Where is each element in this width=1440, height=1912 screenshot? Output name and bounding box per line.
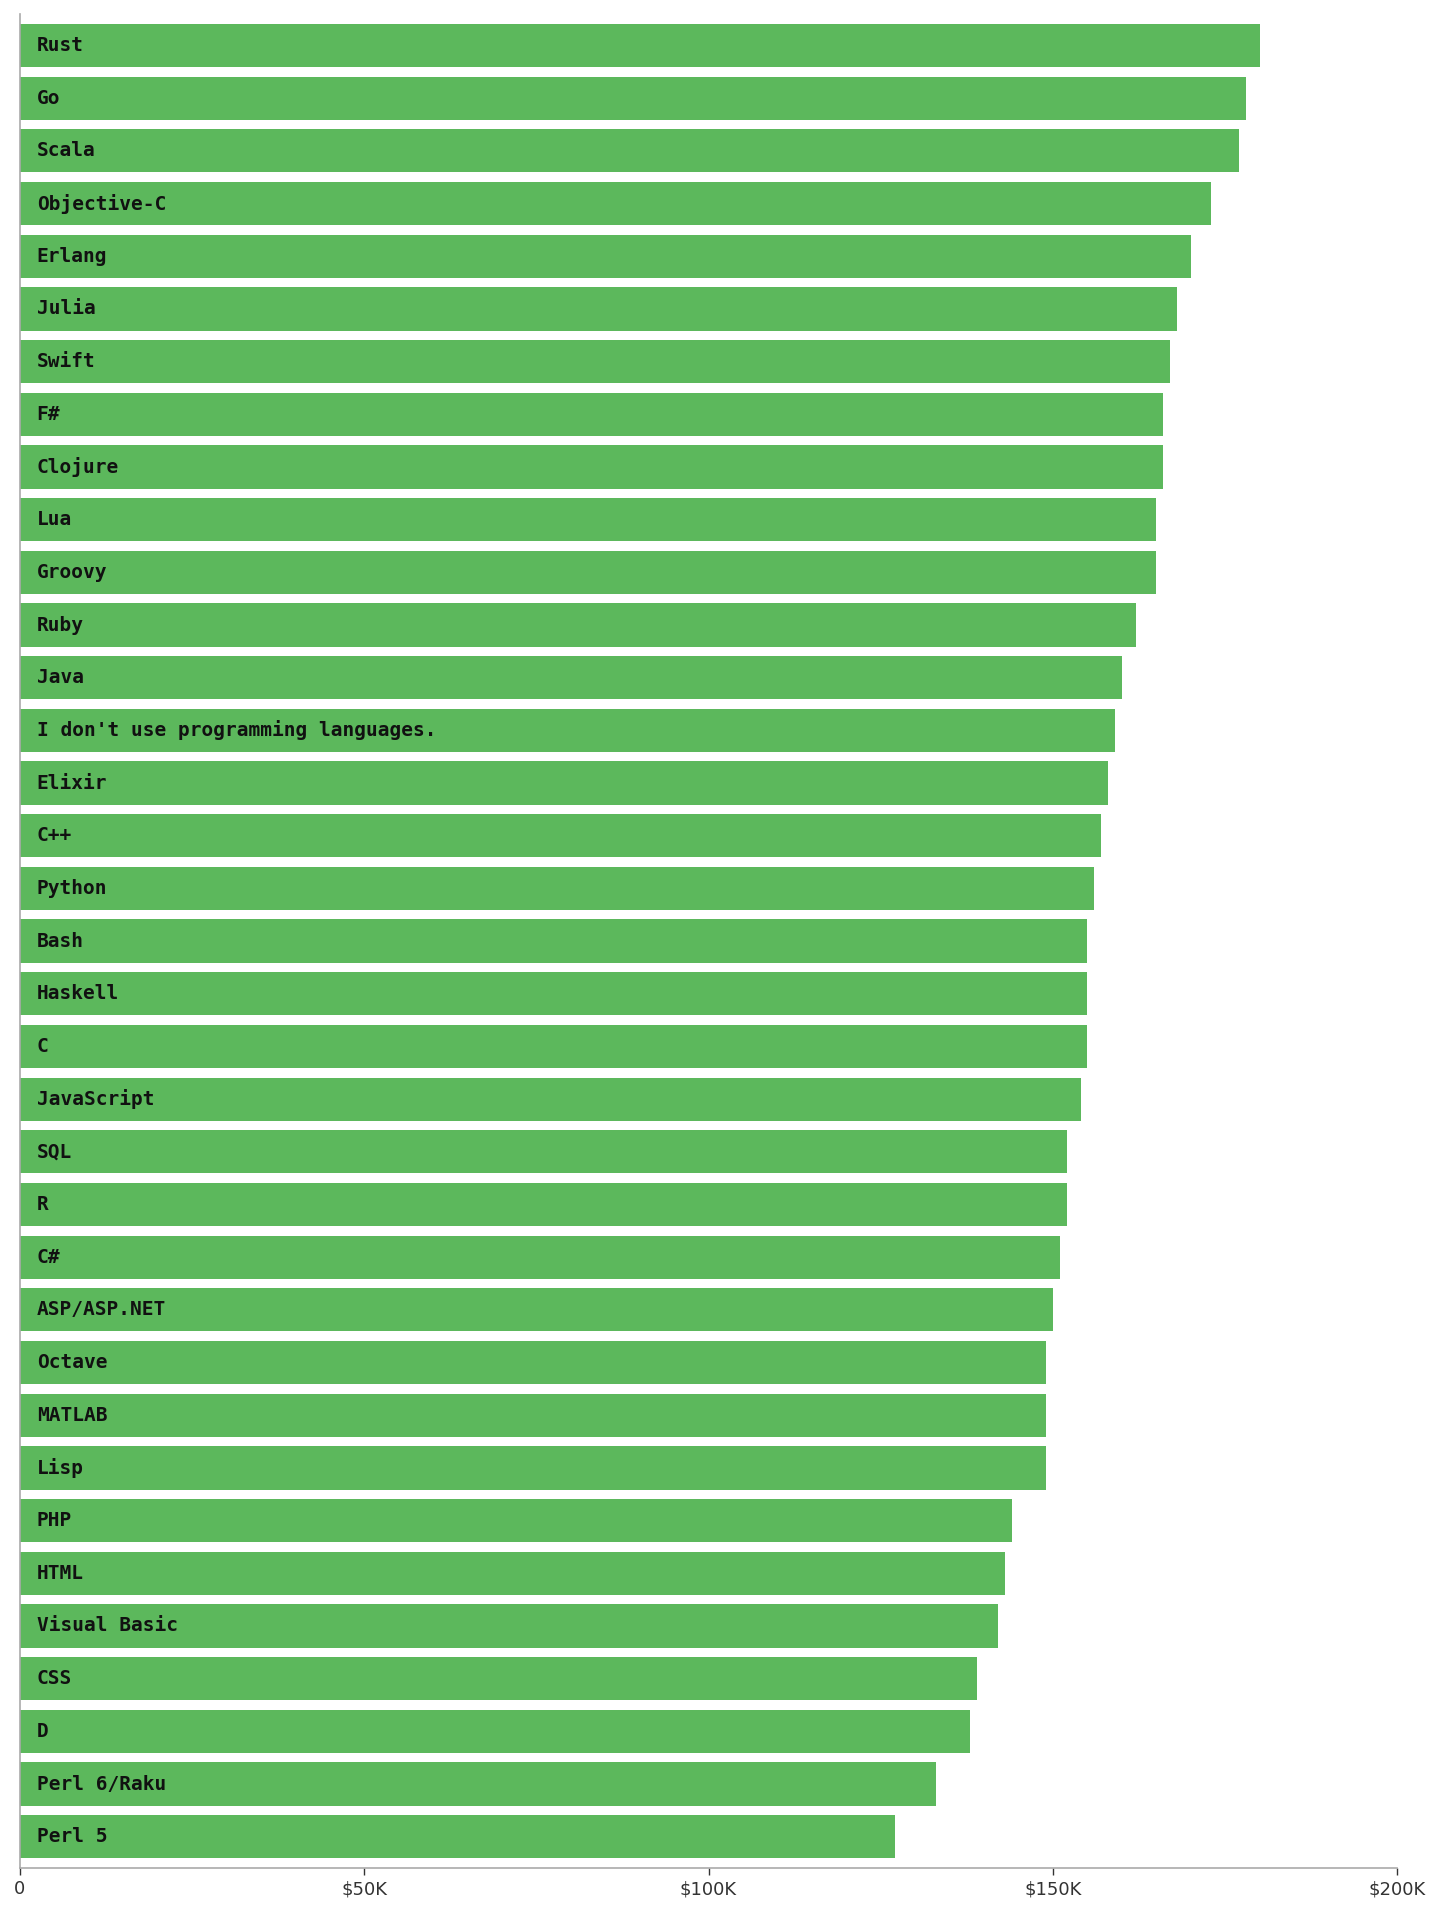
Bar: [20, 392, 1164, 436]
Bar: [20, 287, 1176, 331]
Text: JavaScript: JavaScript: [37, 1090, 154, 1109]
Bar: [20, 1763, 936, 1805]
Bar: [20, 1604, 998, 1648]
Text: C++: C++: [37, 826, 72, 845]
Bar: [20, 1289, 1053, 1331]
Bar: [20, 1025, 1087, 1069]
Bar: [20, 130, 1238, 172]
Bar: [20, 815, 1102, 857]
Text: Lua: Lua: [37, 511, 72, 530]
Bar: [20, 1394, 1045, 1436]
Bar: [20, 1814, 894, 1858]
Text: I don't use programming languages.: I don't use programming languages.: [37, 721, 436, 740]
Text: F#: F#: [37, 405, 60, 424]
Bar: [20, 1078, 1080, 1120]
Bar: [20, 1709, 971, 1753]
Bar: [20, 235, 1191, 277]
Text: Objective-C: Objective-C: [37, 193, 166, 214]
Bar: [20, 1184, 1067, 1226]
Text: Octave: Octave: [37, 1354, 107, 1373]
Bar: [20, 23, 1260, 67]
Bar: [20, 76, 1246, 120]
Bar: [20, 1499, 1012, 1543]
Text: Scala: Scala: [37, 141, 95, 161]
Bar: [20, 920, 1087, 964]
Bar: [20, 604, 1136, 646]
Text: Groovy: Groovy: [37, 562, 107, 581]
Bar: [20, 1235, 1060, 1279]
Bar: [20, 1445, 1045, 1489]
Text: Java: Java: [37, 667, 84, 686]
Bar: [20, 1130, 1067, 1174]
Text: Clojure: Clojure: [37, 457, 120, 476]
Text: Ruby: Ruby: [37, 616, 84, 635]
Text: Perl 6/Raku: Perl 6/Raku: [37, 1774, 166, 1793]
Text: PHP: PHP: [37, 1510, 72, 1530]
Text: D: D: [37, 1723, 49, 1740]
Text: ASP/ASP.NET: ASP/ASP.NET: [37, 1300, 166, 1319]
Text: HTML: HTML: [37, 1564, 84, 1583]
Bar: [20, 866, 1094, 910]
Text: R: R: [37, 1195, 49, 1214]
Text: Bash: Bash: [37, 931, 84, 950]
Text: Go: Go: [37, 88, 60, 107]
Text: Elixir: Elixir: [37, 774, 107, 793]
Bar: [20, 182, 1211, 226]
Text: Haskell: Haskell: [37, 985, 120, 1004]
Text: C: C: [37, 1036, 49, 1055]
Text: Lisp: Lisp: [37, 1459, 84, 1478]
Text: MATLAB: MATLAB: [37, 1405, 107, 1424]
Bar: [20, 1340, 1045, 1384]
Text: Swift: Swift: [37, 352, 95, 371]
Text: Python: Python: [37, 880, 107, 899]
Bar: [20, 497, 1156, 541]
Text: C#: C#: [37, 1249, 60, 1266]
Bar: [20, 709, 1115, 751]
Text: Perl 5: Perl 5: [37, 1828, 107, 1847]
Text: Julia: Julia: [37, 300, 95, 319]
Text: Visual Basic: Visual Basic: [37, 1616, 177, 1635]
Bar: [20, 1658, 978, 1700]
Bar: [20, 656, 1122, 700]
Bar: [20, 761, 1109, 805]
Bar: [20, 551, 1156, 595]
Text: Erlang: Erlang: [37, 247, 107, 266]
Text: CSS: CSS: [37, 1669, 72, 1688]
Bar: [20, 971, 1087, 1015]
Text: SQL: SQL: [37, 1141, 72, 1161]
Bar: [20, 445, 1164, 489]
Bar: [20, 340, 1171, 382]
Text: Rust: Rust: [37, 36, 84, 55]
Bar: [20, 1553, 1005, 1595]
